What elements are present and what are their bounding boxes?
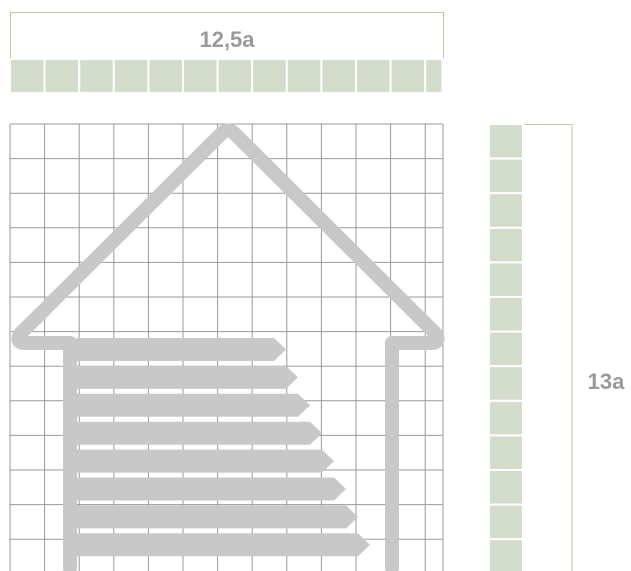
top-strip-cell bbox=[43, 58, 81, 94]
top-dimension-box bbox=[10, 12, 444, 59]
side-strip-cell bbox=[488, 365, 524, 402]
side-strip-cell bbox=[488, 192, 524, 229]
top-strip-cell bbox=[9, 58, 46, 94]
top-dimension-strip bbox=[9, 58, 444, 94]
top-strip-cell bbox=[216, 58, 254, 94]
side-strip-cell bbox=[488, 469, 524, 506]
side-strip-cell bbox=[488, 434, 524, 471]
top-dimension-label: 12,5a bbox=[199, 27, 255, 52]
side-dimension-label: 13a bbox=[588, 369, 625, 394]
top-strip-cell bbox=[285, 58, 323, 94]
side-strip-cell bbox=[488, 157, 524, 195]
energy-bar bbox=[76, 533, 370, 557]
side-dimension-strip bbox=[488, 123, 524, 571]
energy-bar bbox=[76, 505, 358, 529]
top-dimension: 12,5a bbox=[9, 12, 444, 94]
energy-bar bbox=[76, 477, 346, 501]
top-strip-cell bbox=[78, 58, 115, 94]
side-strip-cell bbox=[488, 123, 524, 160]
energy-bar bbox=[76, 365, 298, 389]
top-strip-cell bbox=[182, 58, 219, 94]
top-strip-cell bbox=[251, 58, 288, 94]
top-strip-cell bbox=[320, 58, 357, 94]
top-strip-cell bbox=[147, 58, 184, 94]
side-strip-cell bbox=[488, 261, 524, 298]
side-strip-cell bbox=[488, 503, 524, 541]
energy-bar bbox=[76, 338, 286, 361]
side-dimension: 13a bbox=[488, 123, 625, 571]
side-strip-cell bbox=[488, 399, 524, 437]
energy-bar bbox=[76, 449, 334, 473]
side-strip-cell bbox=[488, 296, 524, 333]
top-strip-cell bbox=[389, 58, 427, 94]
energy-rating-bars bbox=[76, 338, 370, 557]
energy-bar bbox=[76, 393, 310, 417]
top-strip-cell bbox=[424, 58, 444, 94]
side-strip-cell bbox=[488, 538, 524, 571]
side-strip-cell bbox=[488, 226, 524, 264]
top-strip-cell bbox=[112, 58, 150, 94]
energy-bar bbox=[76, 421, 322, 445]
top-strip-cell bbox=[355, 58, 392, 94]
house-outline bbox=[11, 123, 445, 571]
side-strip-cell bbox=[488, 330, 524, 368]
